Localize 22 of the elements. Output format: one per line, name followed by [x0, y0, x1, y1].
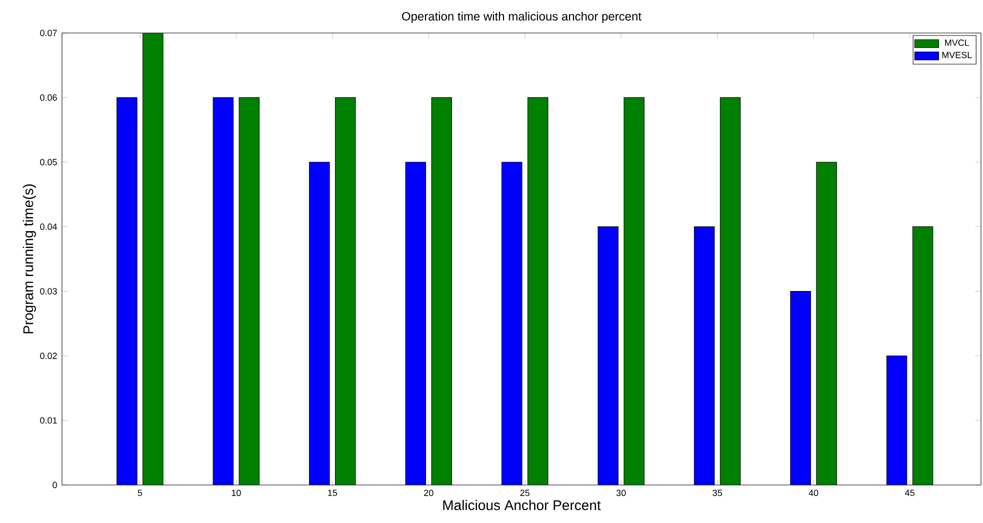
- y-tick-label: 0.06: [40, 94, 57, 101]
- y-tick-label: 0: [52, 482, 57, 488]
- x-tick-label: 40: [808, 490, 818, 496]
- x-tick-label: 15: [328, 490, 338, 496]
- x-tick-label: 10: [232, 490, 241, 496]
- x-axis-title: Malicious Anchor Percent: [443, 500, 601, 510]
- x-tick-label: 30: [616, 490, 626, 496]
- legend-label: MVCL: [945, 40, 970, 46]
- x-tick-label: 20: [424, 490, 434, 496]
- x-tick-label: 5: [138, 490, 142, 496]
- x-tick-label: 25: [520, 490, 530, 496]
- y-tick-label: 0.07: [40, 30, 57, 36]
- y-tick-label: 0.05: [40, 158, 57, 166]
- chart-title: Operation time with malicious anchor percent: [402, 12, 642, 23]
- x-tick-label: 45: [904, 490, 914, 496]
- legend-label: MVESL: [942, 52, 972, 58]
- y-tick-label: 0.04: [40, 224, 58, 230]
- y-tick-label: 0.03: [40, 288, 57, 294]
- x-tick-label: 35: [712, 490, 722, 496]
- y-axis-title: Program running time(s): [22, 184, 36, 334]
- y-tick-label: 0.01: [40, 417, 57, 424]
- y-tick-label: 0.02: [40, 352, 57, 360]
